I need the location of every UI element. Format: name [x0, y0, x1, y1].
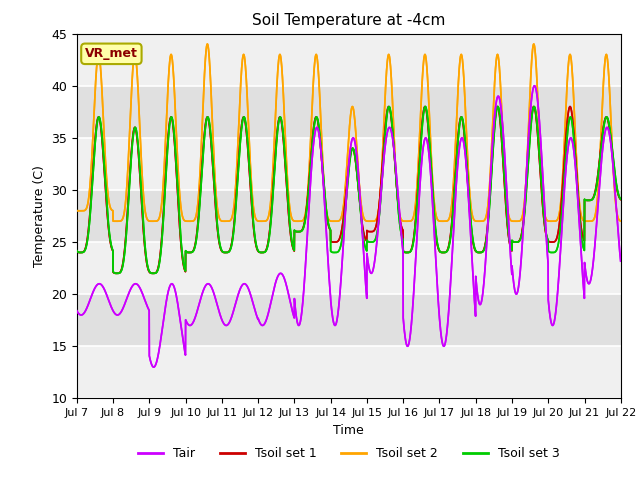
- Bar: [77, 294, 621, 346]
- Bar: [77, 346, 621, 398]
- Bar: [77, 86, 621, 138]
- Text: VR_met: VR_met: [85, 48, 138, 60]
- Bar: [77, 242, 621, 294]
- Y-axis label: Temperature (C): Temperature (C): [33, 165, 45, 267]
- Legend: Tair, Tsoil set 1, Tsoil set 2, Tsoil set 3: Tair, Tsoil set 1, Tsoil set 2, Tsoil se…: [132, 442, 565, 465]
- Bar: [77, 34, 621, 86]
- Bar: [77, 190, 621, 242]
- Title: Soil Temperature at -4cm: Soil Temperature at -4cm: [252, 13, 445, 28]
- X-axis label: Time: Time: [333, 424, 364, 437]
- Bar: [77, 138, 621, 190]
